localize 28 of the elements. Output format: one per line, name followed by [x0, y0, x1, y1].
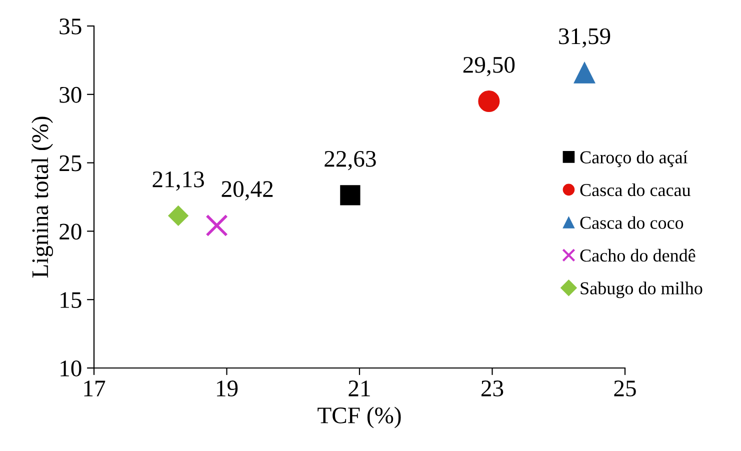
y-tick-label: 15: [60, 292, 82, 308]
y-axis-title: Lignina total (%): [32, 116, 54, 278]
y-tick-label: 20: [60, 224, 82, 240]
x-axis-title: TCF (%): [318, 406, 401, 428]
data-label: 29,50: [463, 56, 515, 76]
point: [168, 206, 188, 226]
data-label: 20,42: [222, 181, 273, 200]
legend-label: Sabugo do milho: [580, 282, 702, 298]
x-tick-label: 21: [348, 380, 370, 396]
legend-label: Casca do coco: [580, 216, 684, 229]
legend-label: Casca do cacau: [580, 183, 691, 196]
point: [478, 90, 500, 112]
point: [574, 62, 596, 84]
y-tick-label: 25: [60, 155, 82, 172]
y-tick-label: 35: [60, 18, 82, 34]
x-tick-label: 17: [84, 380, 106, 396]
y-tick-label: 10: [60, 360, 82, 376]
legend-label: Cacho do dendê: [580, 248, 696, 262]
data-label: 21,13: [152, 171, 204, 191]
y-tick-label: 30: [60, 86, 82, 103]
point: [340, 185, 360, 206]
point: [206, 214, 228, 237]
data-label: 22,63: [324, 150, 376, 170]
x-tick-label: 25: [614, 380, 636, 396]
x-tick-label: 19: [217, 380, 238, 396]
legend-label: Caroço do açaí: [580, 150, 688, 168]
x-tick-label: 23: [481, 380, 504, 396]
data-label: 31,59: [559, 28, 610, 48]
